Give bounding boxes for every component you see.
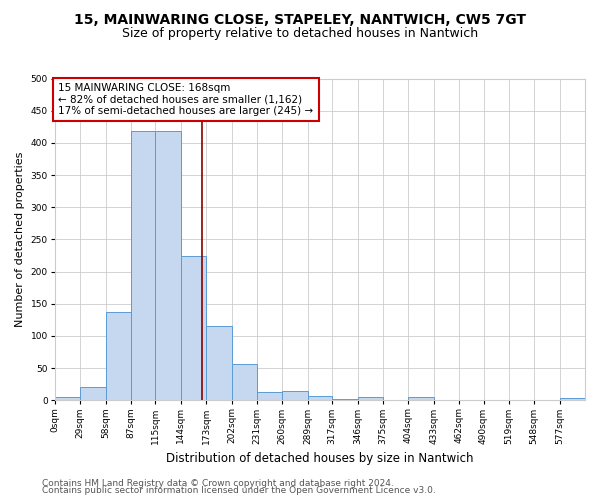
Bar xyxy=(332,399,358,400)
Bar xyxy=(560,398,585,400)
Bar xyxy=(257,392,282,400)
Bar xyxy=(206,326,232,400)
Bar xyxy=(80,388,106,400)
Y-axis label: Number of detached properties: Number of detached properties xyxy=(15,152,25,327)
Bar xyxy=(282,390,308,400)
Bar xyxy=(408,397,434,400)
Bar xyxy=(106,312,131,400)
Text: 15, MAINWARING CLOSE, STAPELEY, NANTWICH, CW5 7GT: 15, MAINWARING CLOSE, STAPELEY, NANTWICH… xyxy=(74,12,526,26)
Text: Size of property relative to detached houses in Nantwich: Size of property relative to detached ho… xyxy=(122,28,478,40)
X-axis label: Distribution of detached houses by size in Nantwich: Distribution of detached houses by size … xyxy=(166,452,473,465)
Bar xyxy=(55,397,80,400)
Bar xyxy=(232,364,257,401)
Bar xyxy=(181,256,206,400)
Bar xyxy=(155,132,181,400)
Bar xyxy=(308,396,332,400)
Text: Contains HM Land Registry data © Crown copyright and database right 2024.: Contains HM Land Registry data © Crown c… xyxy=(42,478,394,488)
Text: 15 MAINWARING CLOSE: 168sqm
← 82% of detached houses are smaller (1,162)
17% of : 15 MAINWARING CLOSE: 168sqm ← 82% of det… xyxy=(58,83,313,116)
Text: Contains public sector information licensed under the Open Government Licence v3: Contains public sector information licen… xyxy=(42,486,436,495)
Bar xyxy=(131,132,155,400)
Bar xyxy=(358,397,383,400)
